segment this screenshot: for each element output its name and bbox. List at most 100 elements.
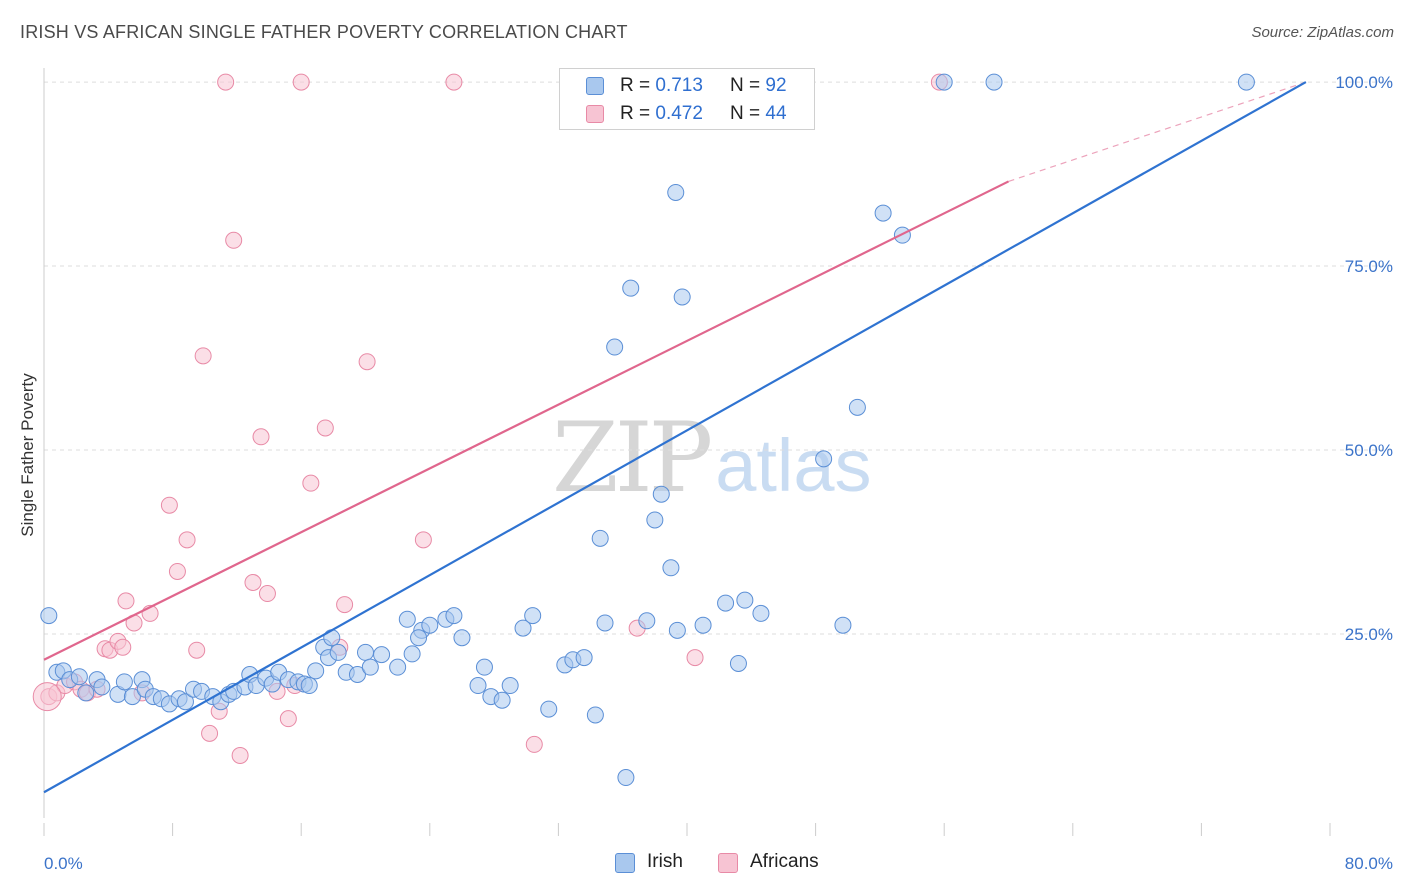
irish-point [815,450,833,468]
legend-r-value: 0.713 [655,75,703,96]
irish-trend-line [43,81,1307,794]
source-credit: Source: ZipAtlas.com [1251,24,1394,41]
irish-point [323,629,341,647]
irish-point [596,614,614,632]
irish-point [398,610,416,628]
african-point [525,735,543,753]
african-point [217,73,235,91]
legend-n-label: N = [730,103,766,124]
irish-point [70,668,88,686]
african-point [244,574,262,592]
irish-point [622,279,640,297]
irish-point [646,511,664,529]
y-tick-label: 50.0% [1345,441,1393,460]
african-point [231,746,249,764]
irish-point [667,183,685,201]
irish-point [389,658,407,676]
african-point [279,710,297,728]
legend-n-value: 44 [765,103,787,124]
bottom-legend-label-irish: Irish [647,851,683,872]
irish-point [77,684,95,702]
irish-point [514,619,532,637]
watermark-zip: ZIP [552,402,713,514]
bottom-legend-swatch-african [718,853,738,873]
watermark: ZIPatlas [552,402,872,514]
irish-point [874,204,892,222]
y-tick-label: 75.0% [1345,257,1393,276]
irish-point [752,604,770,622]
irish-point [115,673,133,691]
african-point [316,419,334,437]
legend-r-value: 0.472 [655,103,703,124]
african-point [225,231,243,249]
irish-point [357,643,374,661]
irish-point [445,607,463,625]
african-point [336,596,354,614]
african-point [194,347,212,365]
irish-point [673,288,691,306]
legend-swatch-irish [586,77,604,95]
irish-point [736,591,754,609]
bottom-legend-swatch-irish [615,853,635,873]
irish-point [524,607,542,625]
african-point [358,353,376,371]
irish-point [935,73,953,91]
african-point [445,73,463,91]
irish-point [307,662,325,680]
irish-point [1237,73,1255,91]
irish-point [606,338,624,356]
african-point [201,724,219,742]
x-tick-label: 80.0% [1345,854,1393,873]
irish-point [469,677,487,695]
irish-point [123,688,141,706]
irish-point [662,559,680,577]
irish-point [617,769,635,787]
irish-point [729,654,747,672]
legend-n-african: N = 44 [730,103,787,125]
legend-n-label: N = [730,75,766,96]
irish-point [361,658,379,676]
african-point [292,73,310,91]
chart-title: IRISH VS AFRICAN SINGLE FATHER POVERTY C… [20,22,628,42]
irish-point [652,485,670,503]
african-point [258,585,276,603]
irish-point [591,529,609,547]
legend-r-irish: R = 0.713 [620,75,703,97]
irish-point [403,645,421,663]
irish-point [575,649,593,667]
african-point [252,428,270,446]
irish-point [373,646,391,664]
bottom-legend-label-african: Africans [750,851,819,872]
african-point [302,474,320,492]
legend-r-label: R = [620,103,656,124]
african-trend-extension [1008,81,1307,182]
correlation-legend: R = 0.713 N = 92 R = 0.472 N = 44 [559,68,815,130]
african-point [686,649,704,667]
irish-point [694,616,712,634]
legend-r-label: R = [620,75,656,96]
african-point [160,496,178,514]
african-point [114,638,132,656]
irish-point [475,658,493,676]
legend-n-irish: N = 92 [730,75,787,97]
african-point [178,531,196,549]
irish-point [176,693,194,711]
irish-point [300,677,318,695]
irish-point [668,621,686,639]
irish-point [410,629,428,647]
irish-point [834,616,852,634]
irish-point [540,700,558,718]
irish-point [985,73,1003,91]
legend-swatch-african [586,105,604,123]
african-point [168,562,186,580]
legend-r-african: R = 0.472 [620,103,703,125]
y-tick-label: 25.0% [1345,625,1393,644]
irish-point [848,398,866,416]
irish-point [40,607,58,625]
african-point [32,682,62,712]
irish-point [717,594,735,612]
irish-point [93,678,111,696]
african-trend-line [43,180,1009,661]
legend-n-value: 92 [765,75,787,96]
